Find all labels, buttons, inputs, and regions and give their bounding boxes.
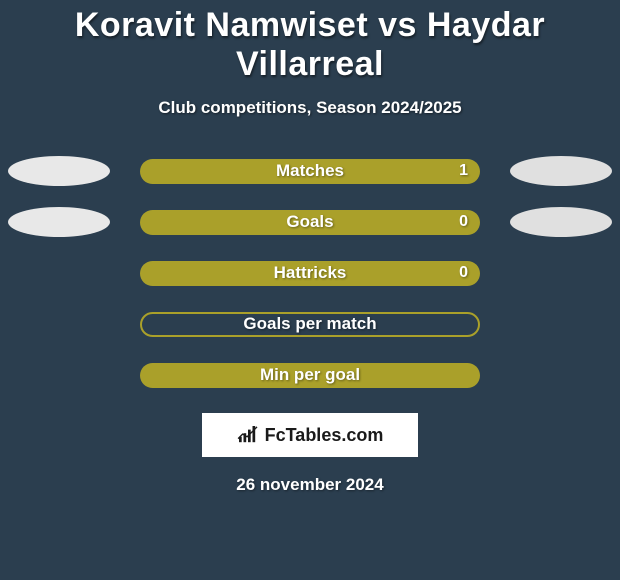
stat-row: Matches 1	[0, 156, 620, 186]
stat-label: Hattricks	[274, 263, 347, 283]
stat-row: Hattricks 0	[0, 258, 620, 288]
bar-chart-icon	[237, 426, 259, 444]
stats-list: Matches 1 Goals 0 Hattricks 0 Goals per match M…	[0, 156, 620, 390]
stat-value-right: 1	[459, 162, 468, 180]
right-marker	[510, 309, 612, 339]
stat-value-right: 0	[459, 213, 468, 231]
stat-bar: Goals 0	[140, 210, 480, 235]
stat-bar: Goals per match	[140, 312, 480, 337]
stat-row: Min per goal	[0, 360, 620, 390]
right-marker	[510, 156, 612, 186]
stat-label: Goals	[286, 212, 333, 232]
stat-bar: Hattricks 0	[140, 261, 480, 286]
branding-text: FcTables.com	[265, 425, 384, 446]
stat-value-right: 0	[459, 264, 468, 282]
stat-bar: Min per goal	[140, 363, 480, 388]
right-marker	[510, 207, 612, 237]
page-title: Koravit Namwiset vs Haydar Villarreal	[0, 6, 620, 84]
stat-label: Goals per match	[243, 314, 376, 334]
left-marker	[8, 309, 110, 339]
right-marker	[510, 258, 612, 288]
stat-label: Matches	[276, 161, 344, 181]
stat-row: Goals 0	[0, 207, 620, 237]
left-marker	[8, 207, 110, 237]
branding-box[interactable]: FcTables.com	[202, 413, 418, 457]
stat-row: Goals per match	[0, 309, 620, 339]
left-marker	[8, 360, 110, 390]
left-marker	[8, 156, 110, 186]
right-marker	[510, 360, 612, 390]
comparison-widget: Koravit Namwiset vs Haydar Villarreal Cl…	[0, 0, 620, 495]
stat-label: Min per goal	[260, 365, 360, 385]
left-marker	[8, 258, 110, 288]
footer-date: 26 november 2024	[0, 475, 620, 495]
stat-bar: Matches 1	[140, 159, 480, 184]
page-subtitle: Club competitions, Season 2024/2025	[0, 98, 620, 118]
